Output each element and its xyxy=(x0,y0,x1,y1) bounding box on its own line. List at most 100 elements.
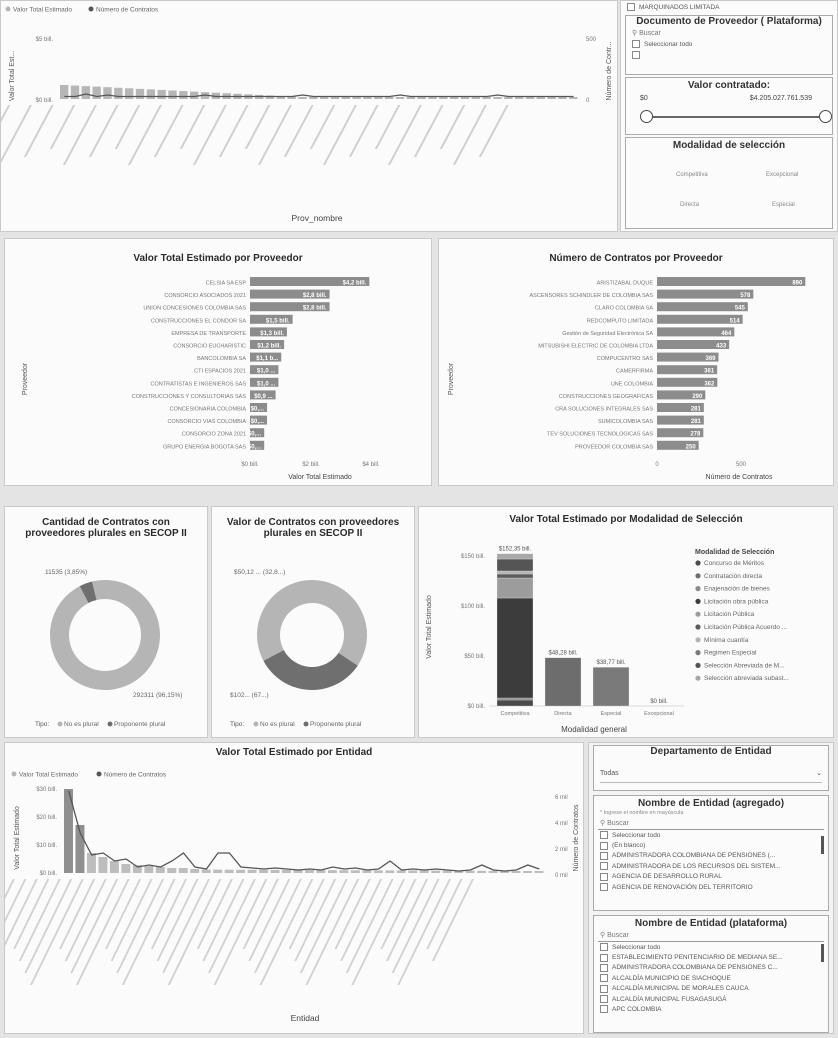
stack-segment[interactable] xyxy=(544,657,582,707)
bar[interactable] xyxy=(276,96,285,99)
bar[interactable] xyxy=(431,870,441,873)
bar[interactable] xyxy=(178,868,188,873)
stack-segment[interactable] xyxy=(496,697,534,701)
bar[interactable] xyxy=(250,327,287,337)
bar[interactable] xyxy=(330,97,340,99)
bar[interactable] xyxy=(298,97,307,99)
bar[interactable] xyxy=(657,365,718,375)
range-min-handle[interactable] xyxy=(640,110,653,123)
bar[interactable] xyxy=(657,327,735,337)
bar[interactable] xyxy=(569,97,578,99)
plat-select-all[interactable]: Seleccionar todo xyxy=(594,942,828,952)
bar[interactable] xyxy=(419,870,429,873)
modalidad-option[interactable]: Excepcional xyxy=(766,172,799,178)
bar[interactable] xyxy=(236,869,246,873)
bar[interactable] xyxy=(450,97,459,99)
bar[interactable] xyxy=(98,857,108,873)
bar[interactable] xyxy=(454,870,464,873)
stack-segment[interactable] xyxy=(496,699,534,707)
bar[interactable] xyxy=(121,864,131,873)
bar[interactable] xyxy=(657,277,806,286)
bar[interactable] xyxy=(657,390,706,400)
checkbox[interactable] xyxy=(600,953,608,962)
bar[interactable] xyxy=(109,861,119,873)
bar[interactable] xyxy=(488,870,498,873)
bar[interactable] xyxy=(179,91,188,99)
bar[interactable] xyxy=(341,97,350,99)
bar[interactable] xyxy=(465,870,475,873)
list-item[interactable]: AGENCIA DE RENOVACIÓN DEL TERRITORIO xyxy=(594,882,828,892)
bar[interactable] xyxy=(103,87,112,99)
stack-segment[interactable] xyxy=(496,570,534,575)
bar[interactable] xyxy=(70,85,80,99)
bar[interactable] xyxy=(250,440,265,450)
scrollbar[interactable] xyxy=(821,836,824,854)
bar[interactable] xyxy=(352,97,361,99)
bar[interactable] xyxy=(657,314,743,324)
doc-search-input[interactable]: ⚲ Buscar xyxy=(632,30,661,37)
list-item[interactable]: APC COLOMBIA xyxy=(594,1004,828,1014)
stack-segment[interactable] xyxy=(496,577,534,599)
bar[interactable] xyxy=(250,314,293,324)
bar[interactable] xyxy=(657,403,704,412)
legend-item[interactable]: Contratación directa xyxy=(704,573,763,580)
list-item[interactable]: ADMINISTRADORA COLOMBIANA DE PENSIONES C… xyxy=(594,963,828,973)
bar[interactable] xyxy=(114,87,123,99)
bar[interactable] xyxy=(363,97,372,99)
bar[interactable] xyxy=(439,97,448,99)
bar[interactable] xyxy=(250,390,276,400)
checkbox[interactable] xyxy=(600,841,608,850)
bar[interactable] xyxy=(482,97,491,99)
legend-item[interactable]: Licitación Pública xyxy=(704,611,755,618)
bar[interactable] xyxy=(64,789,73,873)
legend-item[interactable]: Selección abreviada subast... xyxy=(704,675,789,682)
bar[interactable] xyxy=(547,97,556,99)
donut-slice[interactable] xyxy=(79,581,97,604)
bar[interactable] xyxy=(504,97,513,99)
bar[interactable] xyxy=(81,86,90,99)
bar[interactable] xyxy=(167,868,177,873)
stack-segment[interactable] xyxy=(496,573,534,579)
bar[interactable] xyxy=(339,870,349,873)
list-item[interactable]: AGENCIA DE DESARROLLO RURAL xyxy=(594,872,828,882)
bar[interactable] xyxy=(500,870,510,873)
bar[interactable] xyxy=(657,302,748,312)
checkbox[interactable] xyxy=(600,862,608,871)
bar[interactable] xyxy=(657,415,704,425)
bar[interactable] xyxy=(259,869,269,873)
bar[interactable] xyxy=(373,870,383,873)
bar[interactable] xyxy=(250,377,279,387)
legend-item[interactable]: Regimen Especial xyxy=(704,650,757,657)
checkbox[interactable] xyxy=(600,963,608,972)
bar[interactable] xyxy=(493,97,502,99)
bar[interactable] xyxy=(250,428,265,438)
bar[interactable] xyxy=(525,97,535,99)
bar[interactable] xyxy=(135,88,145,99)
bar[interactable] xyxy=(408,870,418,874)
stack-segment[interactable] xyxy=(496,597,534,699)
bar[interactable] xyxy=(92,86,101,99)
bar[interactable] xyxy=(250,365,279,375)
bar[interactable] xyxy=(362,870,372,873)
bar[interactable] xyxy=(168,90,177,100)
bar[interactable] xyxy=(657,440,699,450)
bar[interactable] xyxy=(657,428,704,438)
scrollbar[interactable] xyxy=(821,944,824,962)
range-max-value[interactable]: $4.205.027.761.539 xyxy=(749,95,812,102)
bar[interactable] xyxy=(250,289,330,299)
bar[interactable] xyxy=(657,352,719,362)
bar[interactable] xyxy=(385,870,395,873)
stack-segment[interactable] xyxy=(496,558,534,572)
legend-item[interactable]: Licitación obra pública xyxy=(704,598,769,605)
checkbox[interactable] xyxy=(600,1005,608,1014)
donut-slice[interactable] xyxy=(263,650,358,690)
bar[interactable] xyxy=(157,89,166,99)
bar[interactable] xyxy=(250,302,330,312)
checkbox[interactable] xyxy=(600,851,608,860)
bar[interactable] xyxy=(460,97,470,99)
bar[interactable] xyxy=(534,871,544,873)
bar[interactable] xyxy=(305,870,314,873)
bar[interactable] xyxy=(327,870,337,873)
bar[interactable] xyxy=(320,97,329,99)
bar[interactable] xyxy=(428,97,437,99)
